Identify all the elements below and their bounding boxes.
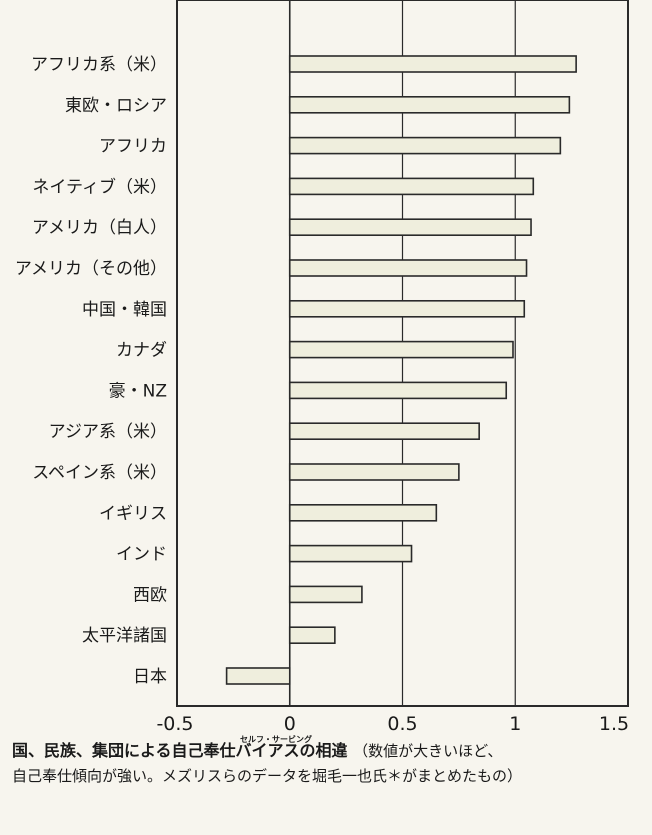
x-tick-2: 0.5 xyxy=(387,713,417,735)
category-label-0: アフリカ系（米） xyxy=(31,55,167,75)
bar-10 xyxy=(288,463,460,481)
bar-11 xyxy=(288,503,438,522)
x-tick-3: 1 xyxy=(509,713,521,735)
category-label-15: 日本 xyxy=(133,667,167,687)
bar-5 xyxy=(288,259,528,277)
bar-8 xyxy=(288,381,508,400)
caption-line-2: 自己奉仕傾向が強い。メズリスらのデータを堀毛一也氏＊がまとめたもの） xyxy=(12,767,523,785)
category-label-13: 西欧 xyxy=(133,585,167,605)
bar-6 xyxy=(288,299,526,318)
bar-9 xyxy=(288,422,480,441)
bar-0 xyxy=(288,55,577,73)
category-label-6: 中国・韓国 xyxy=(82,300,167,320)
bar-3 xyxy=(288,177,535,196)
category-label-5: アメリカ（その他） xyxy=(15,259,167,279)
caption-note: （数値が大きいほど、 xyxy=(353,742,503,760)
x-tick-4: 1.5 xyxy=(599,713,629,735)
figure-caption: セルフ・サービング 国、民族、集団による自己奉仕バイアスの相違 （数値が大きいほ… xyxy=(12,735,644,789)
caption-title: セルフ・サービング 国、民族、集団による自己奉仕バイアスの相違 xyxy=(12,735,353,760)
category-label-2: アフリカ xyxy=(99,137,167,157)
caption-title-text: 国、民族、集団による自己奉仕バイアスの相違 xyxy=(12,741,348,760)
x-tick-0: -0.5 xyxy=(156,713,193,735)
category-label-14: 太平洋諸国 xyxy=(82,626,167,646)
bar-2 xyxy=(288,136,562,155)
x-axis-ticks: -0.5 0 0.5 1 1.5 xyxy=(156,713,629,735)
bar-1 xyxy=(288,96,571,114)
x-tick-1: 0 xyxy=(284,713,296,735)
bar-4 xyxy=(288,218,532,236)
category-label-1: 東欧・ロシア xyxy=(65,96,167,116)
bar-12 xyxy=(288,544,413,563)
bar-7 xyxy=(288,340,514,359)
bar-14 xyxy=(288,626,336,645)
category-label-7: カナダ xyxy=(116,341,167,361)
bar-15 xyxy=(225,667,291,685)
caption-ruby: セルフ・サービング xyxy=(240,735,312,744)
category-label-4: アメリカ（白人） xyxy=(32,218,167,238)
bars xyxy=(225,55,577,685)
category-label-9: アジア系（米） xyxy=(49,422,167,442)
caption-line-1: セルフ・サービング 国、民族、集団による自己奉仕バイアスの相違 （数値が大きいほ… xyxy=(12,735,644,764)
category-label-8: 豪・NZ xyxy=(109,380,167,401)
category-label-3: ネイティブ（米） xyxy=(32,176,167,197)
category-label-10: スペイン系（米） xyxy=(32,463,167,483)
category-label-12: インド xyxy=(116,545,167,565)
bar-13 xyxy=(288,585,363,604)
category-label-11: イギリス xyxy=(99,504,167,524)
